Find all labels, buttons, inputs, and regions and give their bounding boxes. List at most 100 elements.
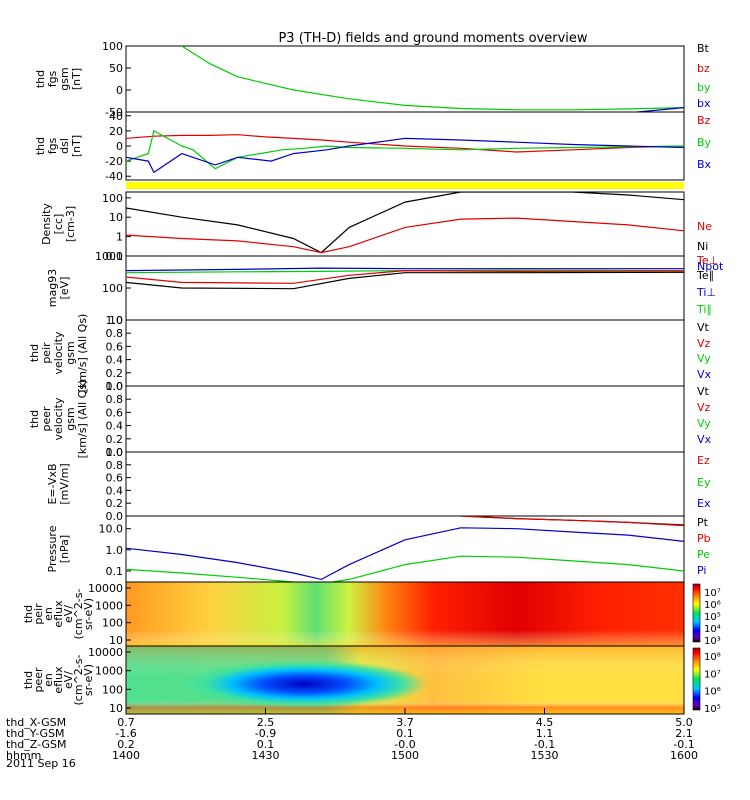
legend-entry: Pb: [697, 532, 711, 545]
y-tick-label: 10000: [88, 646, 123, 659]
ephemeris-row-label: thd_Z-GSM: [6, 738, 66, 751]
ephemeris-value: 1.1: [536, 727, 554, 740]
y-axis-label-line: thd: [28, 344, 41, 362]
colorbar-tick-label: 10⁶: [704, 687, 721, 698]
heatmap-electron-low-flux-region: [126, 646, 684, 714]
y-tick-label: 0.0: [106, 380, 124, 393]
y-tick-label: -50: [105, 106, 123, 119]
y-axis-label-line: fgs: [46, 137, 59, 154]
series-line: [126, 267, 684, 272]
y-tick-label: 0: [116, 140, 123, 153]
panel-frame: [125, 451, 685, 517]
y-tick-label: 1: [116, 231, 123, 244]
legend-entry: Vz: [697, 337, 711, 350]
series-line: [631, 107, 684, 112]
series-line: [126, 269, 684, 274]
ephemeris-value: 1430: [252, 749, 280, 762]
series-line: [126, 130, 684, 170]
ephemeris-value: -0.9: [255, 727, 276, 740]
y-tick-label: 1000: [95, 665, 123, 678]
legend-entry: Vy: [697, 417, 711, 430]
y-axis-label: mag93 [eV]: [46, 269, 71, 307]
series-line: [126, 269, 684, 284]
y-axis-label-line: thd: [22, 671, 35, 689]
legend-entry: Ni: [697, 240, 708, 253]
y-tick-label: 40: [109, 110, 123, 123]
ephemeris-value: 4.5: [536, 716, 554, 729]
y-tick-label: 10000: [88, 582, 123, 595]
y-axis-label-line: thd: [28, 410, 41, 428]
panel-frame: [125, 45, 685, 113]
y-tick-label: 0.2: [106, 433, 124, 446]
ephemeris-row-label: thd_Y-GSM: [6, 727, 65, 740]
series-line: [126, 527, 684, 581]
y-axis-label-line: thd: [34, 70, 47, 88]
y-tick-label: 10: [109, 314, 123, 327]
series-line: [126, 192, 684, 254]
legend-entry: Ti⊥: [696, 286, 716, 299]
y-tick-label: 1.0: [106, 446, 124, 459]
y-axis-label-line: thd: [22, 605, 35, 623]
y-axis-label-line: eflux: [52, 666, 65, 694]
y-axis-label-line: peer: [32, 667, 45, 693]
ephemeris-value: 0.1: [396, 727, 414, 740]
panel-frame: [125, 515, 685, 583]
y-axis-label-line: E=-VxB: [46, 463, 59, 504]
y-tick-label: -20: [105, 155, 123, 168]
y-axis-label-line: en: [42, 607, 55, 621]
colorbar-tick-label: 10⁵: [704, 704, 721, 715]
legend-entry: Vt: [697, 321, 710, 334]
series-line: [126, 271, 684, 290]
ephemeris-value: 2.1: [675, 727, 693, 740]
colorbar-tick-label: 10⁴: [704, 624, 721, 635]
colorbar-tick-label: 10⁷: [704, 588, 721, 599]
y-tick-label: 0.2: [106, 367, 124, 380]
heatmap-ion-shading: [126, 582, 684, 646]
y-axis-label-line: gsm: [64, 341, 77, 364]
y-axis-label-line: Pressure: [46, 525, 59, 572]
y-tick-label: 0.6: [106, 340, 124, 353]
y-tick-label: 100: [102, 683, 123, 696]
y-axis-label: thd fgs gsm [nT]: [34, 67, 83, 90]
y-tick-label: 0.0: [106, 510, 124, 523]
y-tick-label: 100: [102, 192, 123, 205]
colorbar-tick-label: 10³: [704, 636, 721, 647]
y-tick-label: 0.0: [106, 446, 124, 459]
date-label: 2011 Sep 16: [6, 757, 76, 770]
colorbar-tick-label: 10⁵: [704, 612, 721, 623]
y-axis-label-line: [nT]: [70, 135, 83, 157]
legend-entry: Pt: [697, 516, 709, 529]
y-axis-label-line: [cm-3]: [64, 206, 77, 242]
y-tick-label: 0.4: [106, 484, 124, 497]
y-axis-label-line: Density: [40, 203, 53, 245]
y-tick-label: 100: [102, 282, 123, 295]
y-tick-label: 10.0: [99, 523, 124, 536]
series-line: [126, 217, 684, 254]
y-axis-label-line: thd: [34, 137, 47, 155]
y-axis-label: E=-VxB [mV/m]: [46, 463, 71, 504]
ephemeris-value: 1600: [670, 749, 698, 762]
y-axis-label-line: peir: [40, 342, 53, 364]
y-axis-label: Pressure [nPa]: [46, 525, 71, 572]
y-axis-label-line: en: [42, 673, 55, 687]
series-line: [126, 137, 684, 174]
legend-entry: Vx: [697, 368, 712, 381]
colorbar-tick-label: 10⁸: [704, 652, 721, 663]
ephemeris-table: thd_X-GSM 0.7 2.5 3.7 4.5 5.0 thd_Y-GSM -1.6 -0.…: [6, 716, 698, 762]
legend-entry: Bz: [697, 114, 711, 127]
legend-entry: By: [697, 136, 712, 149]
y-tick-label: 100: [102, 617, 123, 630]
ephemeris-value: 1530: [531, 749, 559, 762]
legend-entry: Ey: [697, 476, 711, 489]
y-tick-label: 100: [102, 40, 123, 53]
legend-entry: Bx: [697, 158, 712, 171]
y-axis-label-line: eflux: [52, 600, 65, 628]
y-tick-label: 0.6: [106, 406, 124, 419]
legend-entry: Te⊥: [696, 254, 718, 267]
y-tick-label: 50: [109, 62, 123, 75]
